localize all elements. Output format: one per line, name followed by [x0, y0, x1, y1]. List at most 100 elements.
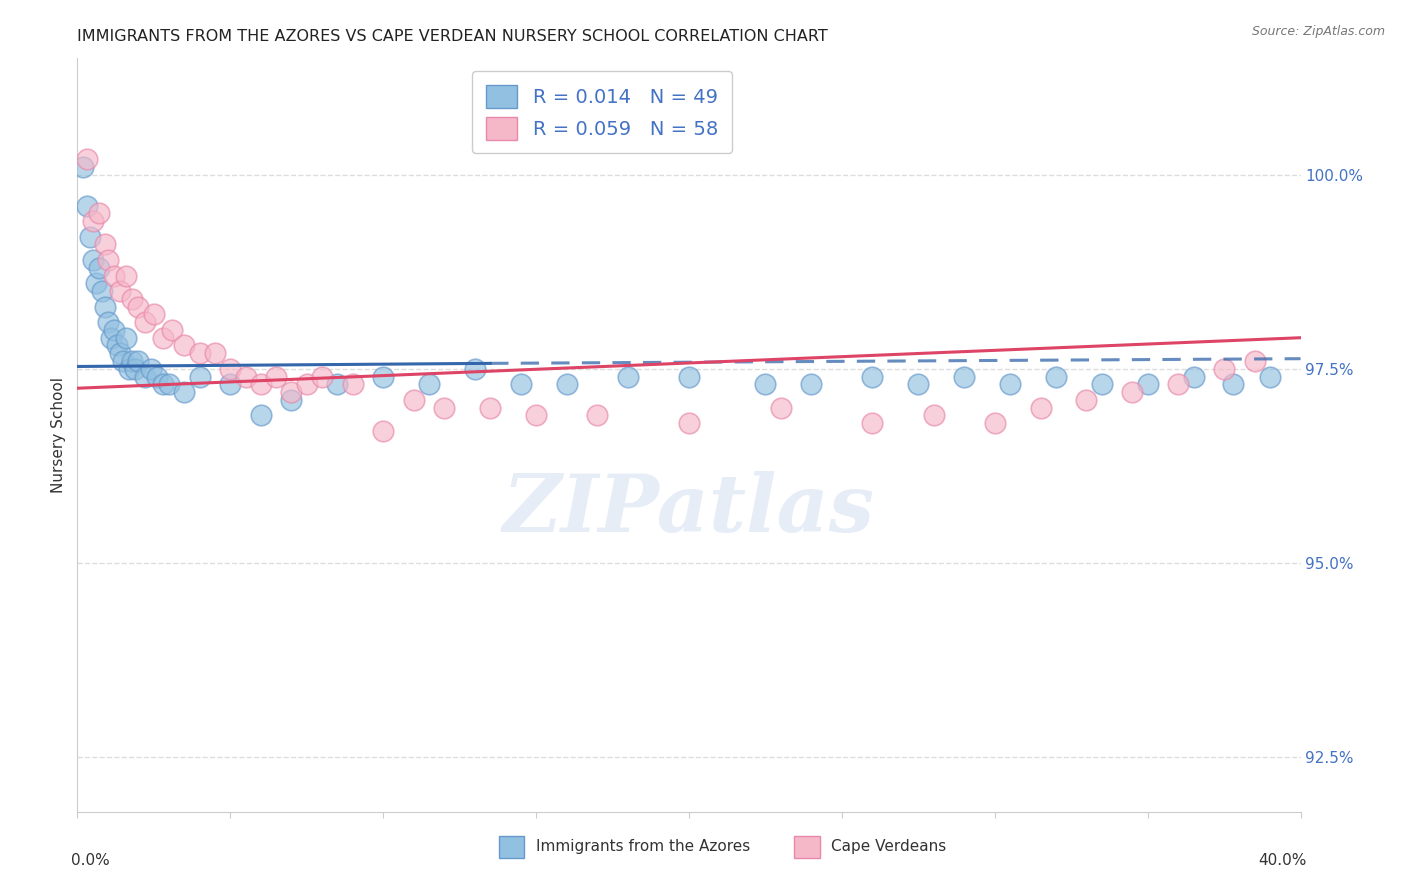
Point	[1029, 401, 1052, 415]
Point	[555, 377, 578, 392]
Point	[134, 315, 156, 329]
Point	[105, 338, 128, 352]
Point	[160, 323, 183, 337]
Point	[134, 369, 156, 384]
Point	[142, 307, 165, 321]
Point	[1136, 377, 1159, 392]
Point	[152, 331, 174, 345]
Point	[94, 237, 117, 252]
Point	[1091, 377, 1114, 392]
Point	[100, 331, 122, 345]
Point	[342, 377, 364, 392]
Point	[127, 300, 149, 314]
Point	[87, 206, 110, 220]
Point	[311, 369, 333, 384]
Point	[115, 268, 138, 283]
Point	[97, 252, 120, 267]
Point	[769, 401, 792, 415]
Point	[1243, 354, 1265, 368]
Point	[1167, 377, 1189, 392]
Point	[754, 377, 776, 392]
Point	[1213, 361, 1236, 376]
Point	[617, 369, 640, 384]
Point	[586, 409, 609, 423]
Point	[146, 369, 169, 384]
Point	[124, 361, 146, 376]
Point	[371, 369, 394, 384]
Point	[509, 377, 531, 392]
Text: 40.0%: 40.0%	[1258, 853, 1306, 868]
Point	[678, 369, 700, 384]
Point	[118, 361, 141, 376]
Point	[1045, 369, 1067, 384]
Point	[907, 377, 929, 392]
Point	[250, 409, 273, 423]
Point	[121, 354, 143, 368]
Point	[678, 416, 700, 430]
Point	[97, 315, 120, 329]
Point	[464, 361, 486, 376]
Point	[76, 152, 98, 166]
Point	[862, 369, 884, 384]
Bar	[794, 836, 820, 858]
Point	[953, 369, 976, 384]
Y-axis label: Nursery School: Nursery School	[51, 376, 66, 493]
Point	[1121, 385, 1143, 400]
Point	[204, 346, 226, 360]
Point	[72, 160, 94, 174]
Point	[862, 416, 884, 430]
Point	[326, 377, 349, 392]
Point	[524, 409, 547, 423]
Point	[800, 377, 823, 392]
Point	[103, 323, 125, 337]
Point	[188, 369, 211, 384]
Text: Cape Verdeans: Cape Verdeans	[831, 839, 946, 855]
Point	[84, 277, 107, 291]
Point	[219, 377, 242, 392]
Point	[79, 229, 101, 244]
Point	[157, 377, 180, 392]
Point	[76, 199, 98, 213]
Point	[1222, 377, 1244, 392]
Text: Source: ZipAtlas.com: Source: ZipAtlas.com	[1251, 25, 1385, 38]
Point	[1182, 369, 1205, 384]
Point	[173, 338, 195, 352]
Point	[264, 369, 287, 384]
Point	[433, 401, 456, 415]
Point	[418, 377, 440, 392]
Text: 0.0%: 0.0%	[72, 853, 110, 868]
Point	[250, 377, 273, 392]
Point	[87, 260, 110, 275]
Point	[94, 300, 117, 314]
Point	[173, 385, 195, 400]
Point	[152, 377, 174, 392]
Point	[115, 331, 138, 345]
Point	[108, 284, 131, 298]
Point	[90, 284, 112, 298]
Point	[402, 392, 425, 407]
Point	[139, 361, 162, 376]
Point	[103, 268, 125, 283]
Point	[922, 409, 945, 423]
Point	[235, 369, 257, 384]
Point	[127, 354, 149, 368]
Point	[219, 361, 242, 376]
Point	[108, 346, 131, 360]
Point	[1076, 392, 1098, 407]
Point	[121, 292, 143, 306]
Text: Immigrants from the Azores: Immigrants from the Azores	[536, 839, 749, 855]
Point	[998, 377, 1021, 392]
Point	[1258, 369, 1281, 384]
Point	[984, 416, 1007, 430]
Bar	[499, 836, 524, 858]
Point	[188, 346, 211, 360]
Point	[280, 385, 302, 400]
Point	[295, 377, 318, 392]
Point	[82, 214, 104, 228]
Point	[112, 354, 135, 368]
Text: ZIPatlas: ZIPatlas	[503, 472, 875, 549]
Point	[371, 424, 394, 438]
Text: IMMIGRANTS FROM THE AZORES VS CAPE VERDEAN NURSERY SCHOOL CORRELATION CHART: IMMIGRANTS FROM THE AZORES VS CAPE VERDE…	[77, 29, 828, 45]
Point	[280, 392, 302, 407]
Point	[479, 401, 502, 415]
